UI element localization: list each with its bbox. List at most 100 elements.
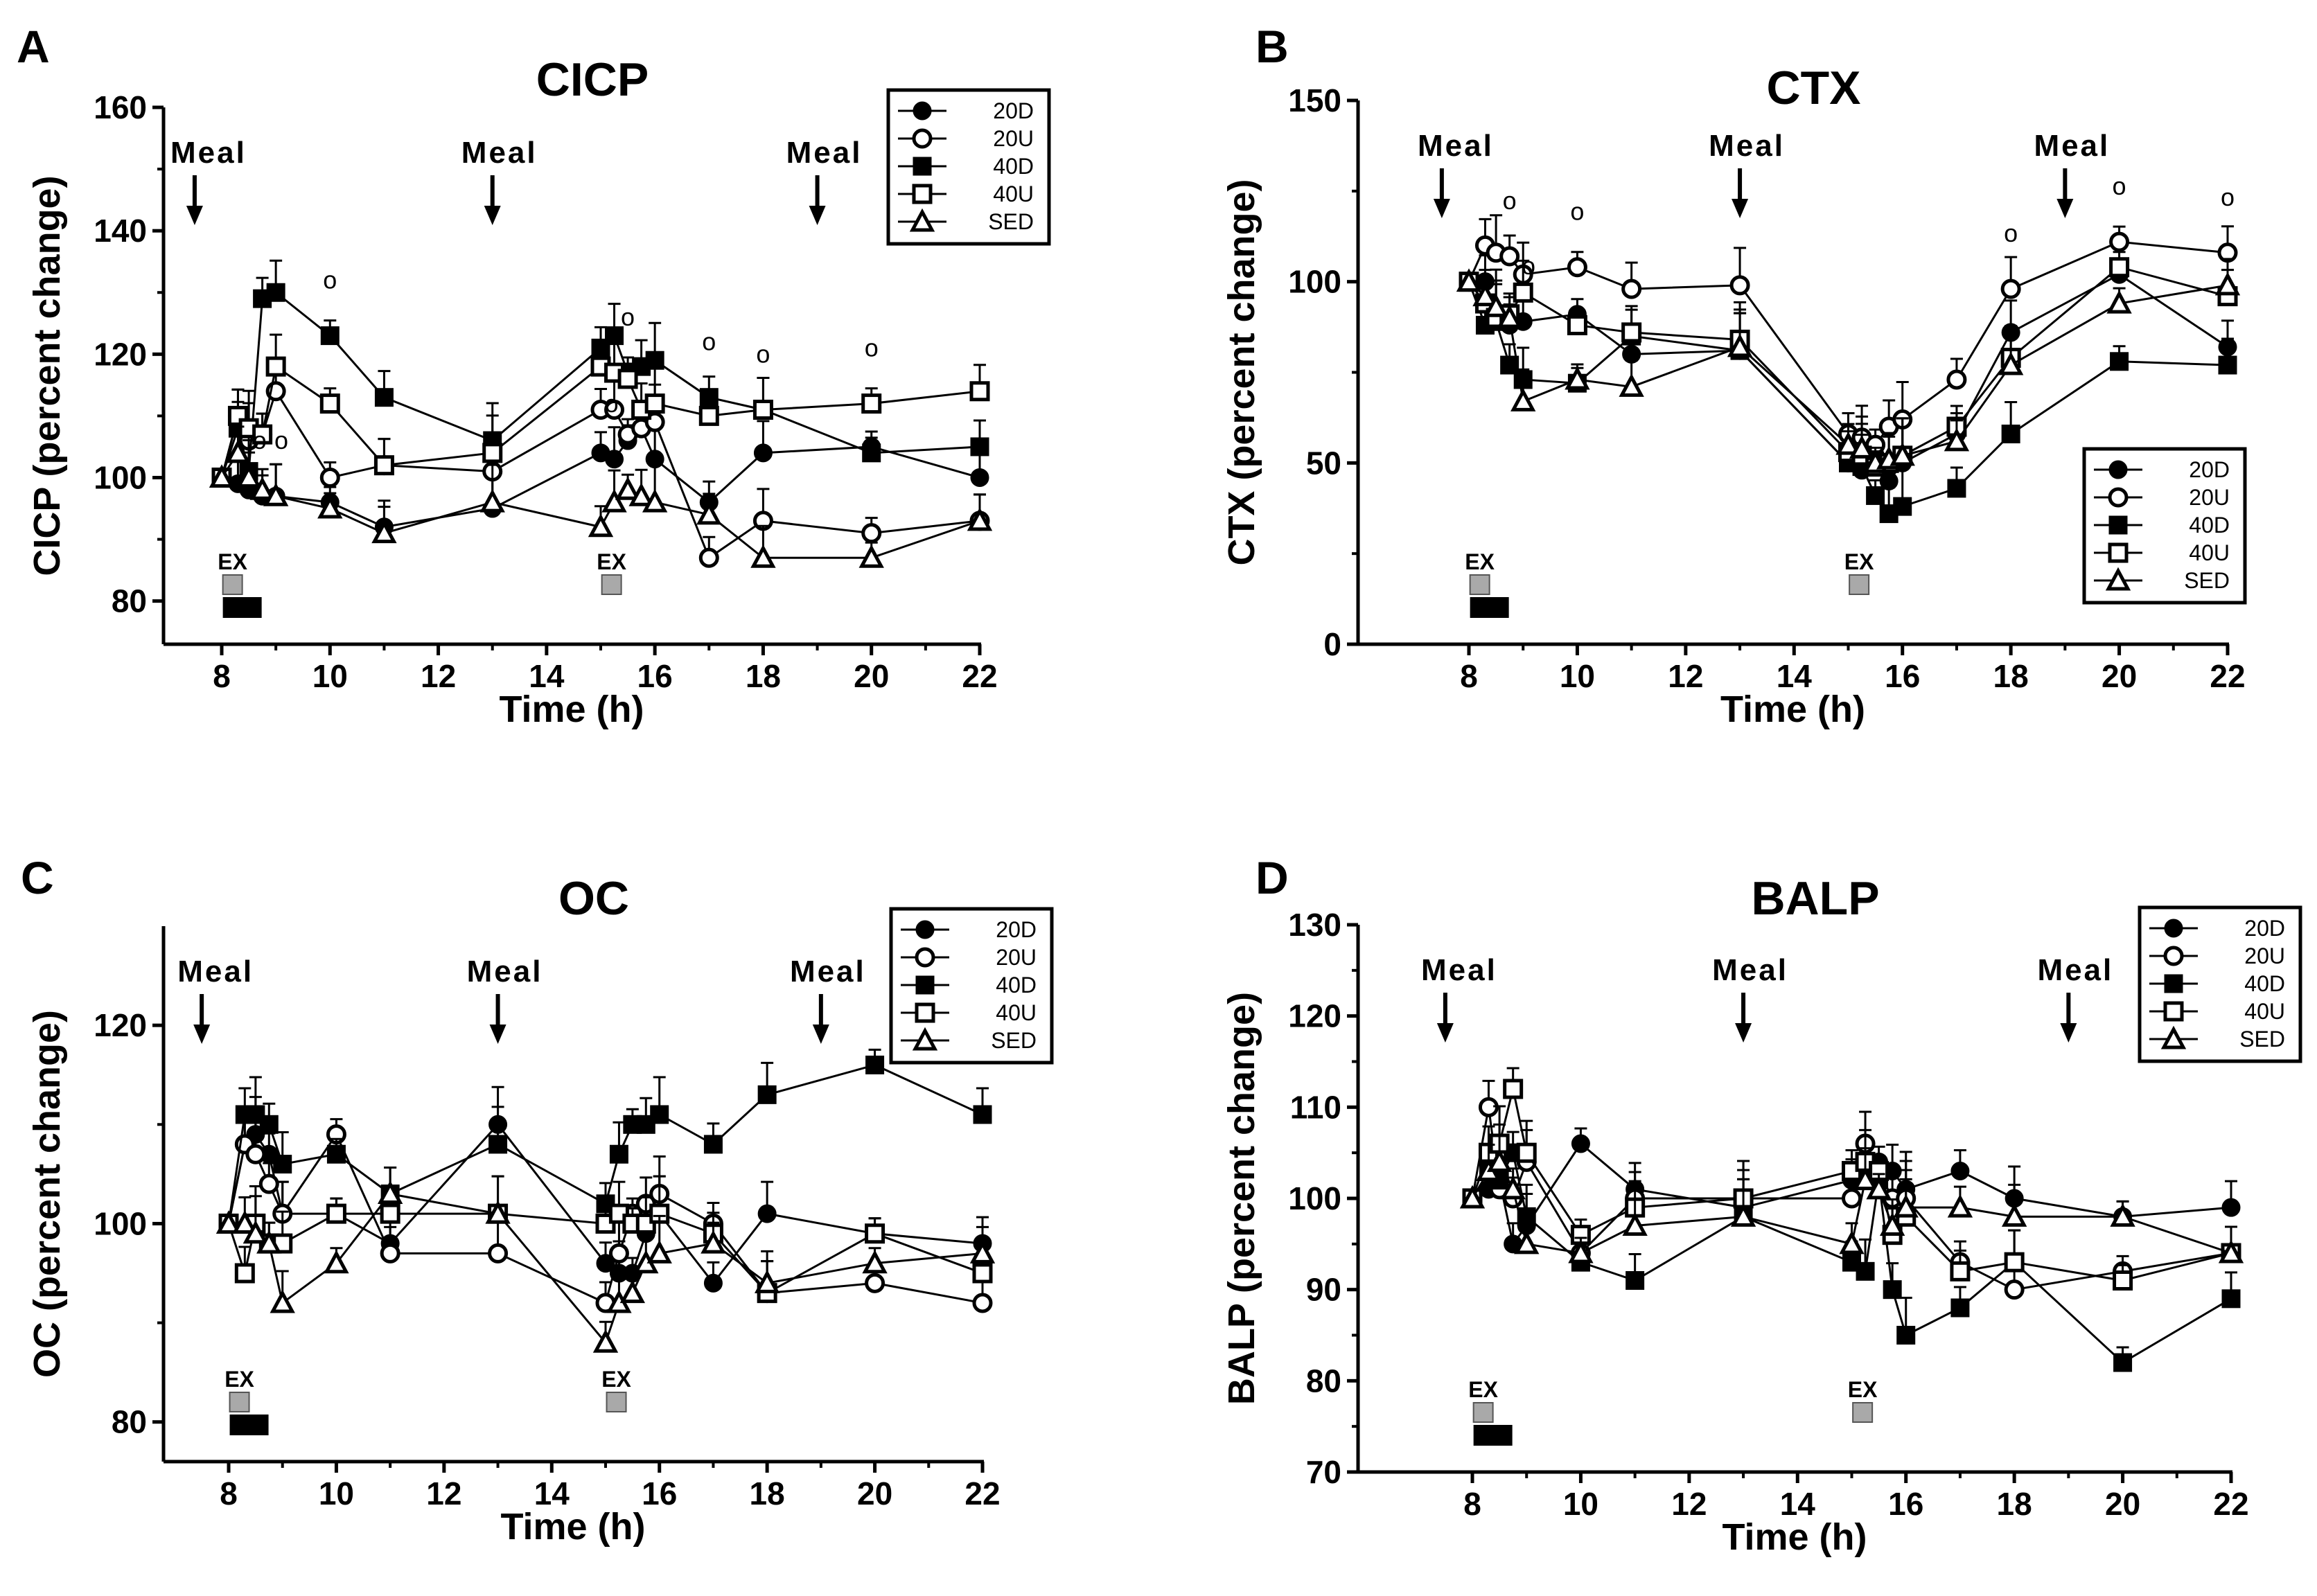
ex-marker-icon [222, 574, 243, 595]
meal-label: Meal [461, 136, 538, 170]
legend-marker-icon [2164, 974, 2183, 993]
meal-label: Meal [790, 955, 866, 988]
legend-entry: 20D [2244, 916, 2285, 941]
data-point [862, 443, 881, 463]
meal-label: Meal [1421, 953, 1497, 987]
data-point [1950, 1298, 1970, 1318]
y-axis-label: OC (percent change) [26, 1010, 68, 1378]
legend-entry: 20U [2189, 485, 2230, 510]
data-point [703, 1273, 723, 1293]
x-axis-label: Time (h) [1722, 1516, 1867, 1558]
x-tick-label: 20 [854, 658, 889, 694]
significance-symbol: o [756, 339, 770, 368]
ex-marker-icon [1469, 574, 1490, 595]
x-tick-label: 20 [2105, 1486, 2140, 1522]
legend-entry: 20U [993, 126, 1034, 151]
x-tick-label: 10 [319, 1475, 354, 1511]
y-tick-label: 100 [1288, 1180, 1341, 1216]
y-tick-label: 110 [1290, 1089, 1341, 1125]
data-point [1568, 1239, 1594, 1264]
x-tick-label: 12 [421, 658, 456, 694]
significance-symbol: o [253, 426, 267, 454]
data-point [969, 1240, 996, 1264]
legend-marker-icon [2108, 487, 2129, 508]
data-point [615, 477, 641, 500]
data-point [485, 1200, 511, 1224]
data-point [317, 495, 343, 519]
meal-arrow-icon [809, 206, 826, 225]
x-tick-label: 8 [1463, 1486, 1481, 1522]
data-point [1947, 479, 1966, 498]
x-tick-label: 20 [2102, 658, 2137, 694]
ex-label: EX [224, 1367, 254, 1392]
data-point [1626, 1271, 1645, 1290]
y-tick-label: 100 [94, 1205, 147, 1241]
meal-label: Meal [1418, 129, 1494, 163]
data-point [1729, 275, 1750, 296]
data-point [701, 1230, 726, 1254]
data-point [601, 488, 627, 513]
legend-entry: 20U [2244, 943, 2285, 968]
y-tick-label: 120 [94, 1007, 147, 1043]
legend-entry: 40U [2189, 540, 2230, 565]
meal-label: Meal [170, 136, 247, 170]
data-point [2001, 1203, 2027, 1227]
data-point [972, 1263, 993, 1284]
data-point [1879, 1212, 1905, 1236]
significance-symbol: o [2221, 183, 2235, 211]
significance-symbol: o [621, 303, 635, 331]
legend-entry: SED [991, 1028, 1037, 1053]
data-point [750, 544, 776, 568]
meal-arrow-icon [186, 206, 203, 225]
data-point [1497, 304, 1522, 328]
data-point [326, 1144, 346, 1164]
data-point [605, 450, 624, 469]
x-tick-label: 14 [1780, 1486, 1816, 1522]
significance-symbol: o [1570, 197, 1584, 226]
data-point [2110, 1203, 2135, 1227]
y-axis-label: CTX (percent change) [1221, 179, 1262, 565]
legend-entry: 20U [996, 945, 1037, 970]
data-point [1571, 1134, 1590, 1153]
data-point [259, 1115, 279, 1134]
meal-arrow-icon [2060, 1023, 2077, 1043]
legend-marker-icon [2163, 946, 2184, 966]
data-point [604, 399, 625, 420]
data-point [2113, 1270, 2133, 1291]
legend-entry: 40D [993, 154, 1034, 179]
data-point [1893, 1194, 1919, 1218]
panel-letter: C [21, 852, 54, 903]
data-point [1621, 322, 1642, 343]
data-point [858, 544, 884, 568]
data-point [865, 1055, 885, 1074]
data-point [642, 488, 668, 513]
x-tick-label: 22 [2210, 658, 2245, 694]
x-tick-label: 20 [857, 1475, 892, 1511]
data-point [1842, 1188, 1862, 1209]
data-point [2218, 355, 2237, 375]
significance-symbol: o [702, 328, 716, 356]
legend-marker-icon [2160, 1025, 2187, 1049]
ex-marker-icon [1852, 1402, 1874, 1423]
x-tick-label: 12 [1668, 658, 1703, 694]
data-point [1621, 278, 1642, 299]
legend-marker-icon [915, 920, 935, 939]
data-point [256, 1230, 282, 1254]
y-tick-label: 120 [1288, 998, 1341, 1034]
data-point [1866, 486, 1885, 505]
meal-arrow-icon [1732, 199, 1749, 218]
meal-arrow-icon [812, 1025, 829, 1044]
legend-entry: 20D [996, 917, 1037, 942]
ex-label: EX [1848, 1377, 1878, 1402]
data-point [236, 464, 262, 488]
data-point [628, 482, 654, 506]
data-point [232, 1210, 258, 1234]
data-point [266, 283, 285, 302]
data-point [2004, 1252, 2025, 1273]
legend-entry: 40U [993, 181, 1034, 206]
chart-panel-c: C OC 80 100 120 8 10 12 14 16 18 20 22 Time (h) OC (pe… [21, 852, 1054, 1548]
data-point [1567, 314, 1587, 335]
data-point [1483, 294, 1509, 317]
meal-arrow-icon [1436, 1023, 1454, 1043]
